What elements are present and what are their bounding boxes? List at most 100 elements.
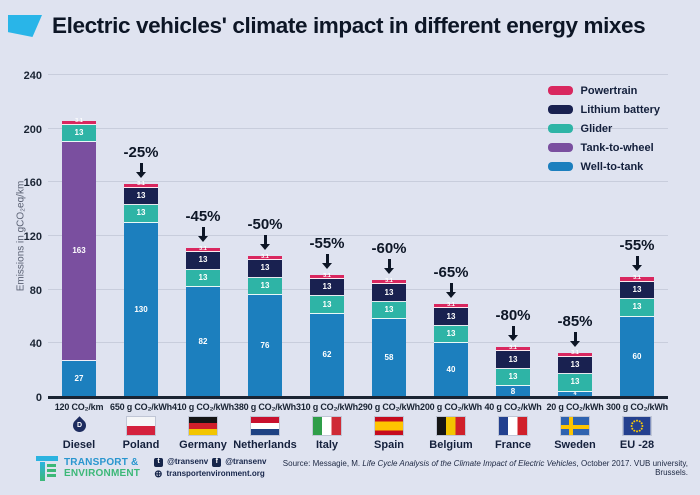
segment-lithium-battery: 13: [248, 260, 282, 278]
segment-value: 13: [198, 272, 208, 282]
x-category-belgium: 200 g CO₂/kWh Belgium: [420, 402, 482, 451]
bar-slot-spain: 58 13 13 3.1 -60%: [358, 75, 420, 397]
plot-area: Powertrain Lithium battery Glider Tank-to-w…: [24, 70, 668, 404]
reduction-percent-label: -60%: [371, 240, 407, 258]
down-arrow-head: [446, 292, 456, 299]
segment-well-to-tank: 130: [124, 222, 158, 397]
segment-value: 13: [136, 208, 146, 218]
x-category-diesel: 120 CO₂/km D Diesel: [48, 402, 110, 451]
gridline: [48, 342, 668, 344]
down-arrow-head: [322, 262, 332, 269]
segment-powertrain: 3.1: [372, 278, 406, 285]
down-arrow-icon: [387, 259, 391, 269]
segment-value: 62: [322, 350, 332, 360]
sweden-flag: [560, 415, 590, 436]
gridline: [48, 74, 668, 75]
facebook-handle[interactable]: @transenv: [225, 457, 267, 466]
legend-swatch-powertrain: [547, 86, 573, 95]
x-category-eu-28: 300 g CO₂/kWh EU -28: [606, 402, 668, 451]
y-tick-label: 160: [23, 177, 42, 190]
country-label: Belgium: [429, 439, 473, 451]
flag-eu: [622, 415, 652, 436]
twitter-icon: t: [154, 457, 164, 467]
segment-value: 13: [260, 263, 270, 273]
x-category-poland: 650 g CO₂/kWh Poland: [110, 402, 172, 451]
segment-value: 8: [510, 386, 516, 396]
segment-lithium-battery: 13: [124, 187, 158, 206]
legend-label: Glider: [580, 122, 613, 135]
segment-glider: 13: [62, 124, 96, 143]
segment-well-to-tank: 60: [620, 316, 654, 397]
country-label: Sweden: [554, 439, 596, 451]
source-prefix: Source: Messagie, M.: [282, 459, 363, 468]
y-tick-label: 80: [29, 284, 42, 297]
country-label: Spain: [374, 439, 404, 451]
segment-value: 3.1: [571, 350, 579, 357]
reduction-percent-label: -45%: [185, 207, 221, 225]
legend-item-glider: Glider: [547, 119, 660, 138]
reduction-percent-label: -25%: [123, 143, 159, 161]
segment-lithium-battery: 13: [558, 356, 592, 375]
reduction-callout: -45%: [172, 208, 234, 242]
segment-powertrain: 3.1: [248, 254, 282, 261]
x-category-sweden: 20 g CO₂/kWh Sweden: [544, 402, 606, 451]
segment-value: 13: [198, 255, 208, 265]
bar-slot-germany: 82 13 13 3.1 -45%: [172, 75, 234, 397]
segment-powertrain: 3.1: [496, 346, 530, 352]
segment-well-to-tank: 27: [62, 360, 96, 397]
netherlands-flag: [250, 415, 280, 436]
segment-glider: 13: [434, 325, 468, 344]
segment-value: 13: [446, 311, 456, 321]
legend-label: Well-to-tank: [580, 160, 644, 173]
reduction-percent-label: -55%: [309, 234, 345, 252]
legend-item-powertrain: Powertrain: [547, 81, 660, 100]
globe-icon: ⊕: [154, 468, 163, 480]
segment-powertrain: 3.1: [434, 303, 468, 309]
org-name: TRANSPORT & ENVIRONMENT: [64, 457, 140, 480]
y-tick-label: 240: [23, 70, 42, 82]
reduction-percent-label: -55%: [619, 237, 655, 255]
legend-label: Tank-to-wheel: [580, 141, 654, 154]
segment-value: 3.1: [75, 118, 83, 125]
y-tick-label: 200: [23, 123, 42, 136]
bar-slot-poland: 130 13 13 3.1 -25%: [110, 75, 172, 397]
country-label: Italy: [315, 439, 338, 451]
twitter-handle[interactable]: @transenv: [167, 457, 209, 466]
segment-powertrain: 3.1: [620, 276, 654, 282]
y-tick-label: 120: [23, 231, 42, 243]
reduction-percent-label: -50%: [247, 216, 283, 233]
org-name-line2: ENVIRONMENT: [64, 468, 141, 479]
reduction-callout: -55%: [296, 235, 358, 269]
segment-well-to-tank: 4: [558, 391, 592, 397]
y-tick-label: 40: [29, 338, 42, 351]
down-arrow-head: [632, 265, 642, 272]
reduction-callout: -50%: [234, 216, 296, 250]
x-axis-labels: 120 CO₂/km D Diesel 650 g CO₂/kWh Poland 410 …: [48, 402, 668, 451]
fuel-drop-icon: D: [69, 416, 89, 435]
segment-glider: 13: [496, 368, 530, 387]
header: Electric vehicles' climate impact in dif…: [8, 13, 692, 39]
bar-sweden: 4 13 13 3.1: [558, 350, 592, 397]
bar-slot-belgium: 40 13 13 3.1 -65%: [420, 75, 482, 397]
bar-italy: 62 13 13 3.1: [310, 273, 344, 397]
website-link[interactable]: transportenvironment.org: [166, 469, 265, 478]
segment-powertrain: 3.1: [310, 273, 344, 279]
legend-label: Powertrain: [580, 84, 638, 97]
legend-swatch-tank-to-wheel: [547, 143, 573, 152]
legend-item-well-to-tank: Well-to-tank: [547, 157, 660, 176]
segment-value: 76: [260, 341, 270, 351]
segment-glider: 13: [372, 301, 406, 320]
segment-lithium-battery: 13: [620, 281, 654, 300]
bar-diesel: 27 163 13 3.1: [62, 118, 96, 397]
x-category-italy: 310 g CO₂/kWh Italy: [296, 402, 358, 451]
segment-lithium-battery: 13: [310, 278, 344, 297]
spain-flag: [374, 415, 404, 436]
te-logo-icon: [36, 455, 58, 481]
social-links: t @transenv f @transenv ⊕ transportenvir…: [154, 456, 266, 480]
segment-lithium-battery: 13: [372, 284, 406, 302]
bar-slot-eu-28: 60 13 13 3.1 -55%: [606, 75, 668, 397]
diesel-drop-icon: D: [69, 415, 89, 436]
segment-well-to-tank: 40: [434, 343, 468, 397]
segment-value: 13: [136, 190, 146, 200]
reduction-callout: -80%: [482, 307, 544, 342]
